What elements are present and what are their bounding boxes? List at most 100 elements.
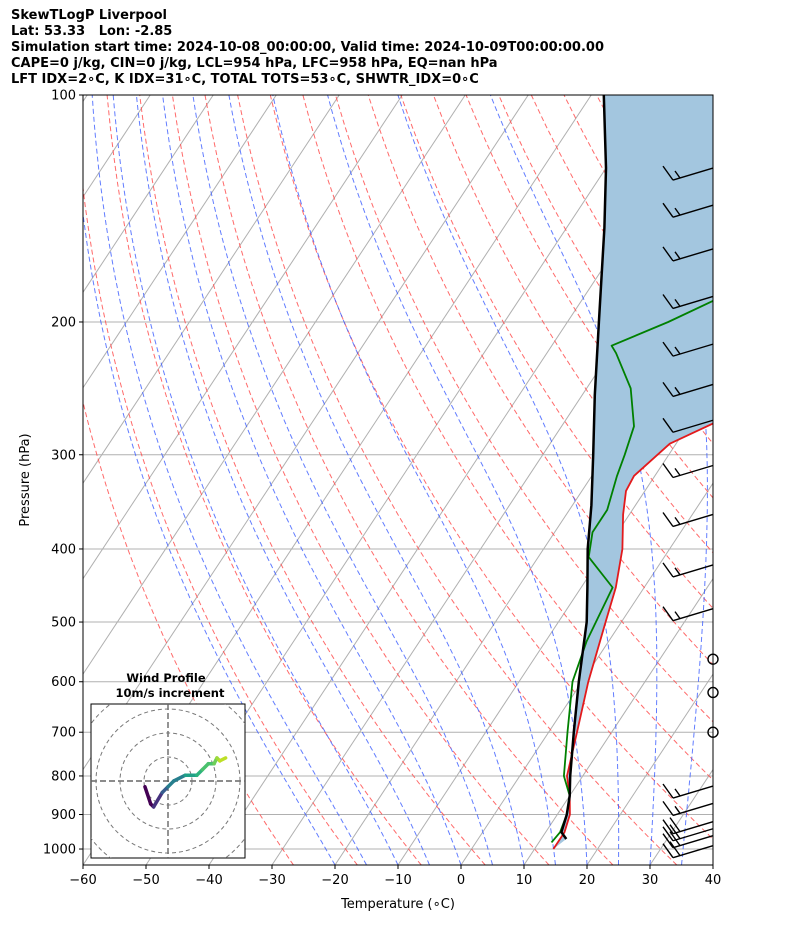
cape-cin-fill — [553, 95, 713, 849]
isotherm-line — [523, 577, 713, 865]
wind-barb-calm — [707, 653, 719, 665]
x-tick-label: −60 — [69, 873, 96, 888]
moist-adiabat — [397, 95, 620, 865]
y-tick-label: 600 — [51, 675, 76, 690]
header-times: Simulation start time: 2024-10-08_00:00:… — [11, 40, 604, 55]
x-tick-label: 30 — [642, 873, 659, 888]
y-tick-label: 100 — [51, 89, 76, 104]
x-tick-label: 40 — [705, 873, 722, 888]
wind-barb — [662, 512, 714, 528]
parcel-profile-line — [560, 95, 608, 840]
y-tick-label: 500 — [51, 616, 76, 631]
wind-barb — [662, 831, 714, 849]
moist-adiabat — [91, 95, 367, 865]
wind-barb — [662, 202, 714, 218]
y-axis-label: Pressure (hPa) — [18, 433, 33, 526]
dry-adiabat — [335, 95, 713, 723]
y-tick-label: 800 — [51, 769, 76, 784]
dry-adiabat — [269, 95, 713, 840]
x-tick-label: −50 — [132, 873, 159, 888]
isotherm-line — [83, 95, 340, 485]
wind-barb-calm — [707, 726, 719, 738]
isotherm-line — [712, 864, 713, 865]
x-tick-label: −20 — [321, 873, 348, 888]
hodograph-segment — [218, 756, 228, 763]
wind-barb — [662, 606, 714, 622]
dewpoint-line — [550, 299, 713, 843]
profile-lines — [550, 95, 713, 850]
wind-barb — [662, 417, 714, 433]
header-indices: CAPE=0 j/kg, CIN=0 j/kg, LCL=954 hPa, LF… — [11, 56, 498, 71]
dry-adiabat — [367, 95, 713, 666]
header-location: Lat: 53.33 Lon: -2.85 — [11, 24, 173, 39]
isotherm-line — [83, 95, 214, 294]
dry-adiabat — [760, 95, 794, 865]
wind-barb — [662, 841, 714, 859]
wind-barb — [662, 800, 714, 817]
moist-adiabat — [192, 95, 493, 865]
hodograph-inset: Wind Profile 10m/s increment — [90, 671, 246, 859]
wind-barbs — [662, 165, 719, 859]
hodograph-ring — [119, 732, 217, 830]
wind-barb — [662, 165, 714, 181]
wind-barb — [662, 824, 714, 842]
isotherm-line — [83, 95, 466, 676]
moist-adiabat — [272, 95, 556, 865]
isotherm-line — [776, 95, 794, 865]
axis-ticks: −60 −50 −40 −30 −20 −10 0 10 20 30 40 100 200 300 400 5… — [43, 89, 721, 889]
hodograph-segment — [151, 790, 164, 809]
y-tick-label: 700 — [51, 726, 76, 741]
y-tick-label: 900 — [51, 808, 76, 823]
hodograph-segment — [143, 785, 153, 806]
dry-adiabat — [400, 95, 713, 610]
isotherm-line — [83, 95, 277, 389]
header-title: SkewTLogP Liverpool — [11, 8, 167, 23]
x-tick-label: 20 — [579, 873, 596, 888]
dry-adiabat — [237, 95, 678, 865]
x-tick-label: 10 — [516, 873, 533, 888]
hodograph-ring — [143, 756, 193, 806]
isotherm-line — [334, 291, 713, 865]
wind-barb — [662, 341, 714, 357]
hodograph-plot — [91, 704, 245, 858]
dry-adiabat — [106, 95, 422, 865]
dry-adiabat — [83, 400, 294, 865]
hodograph-title: Wind Profile — [126, 671, 206, 685]
y-tick-label: 400 — [51, 542, 76, 557]
hodograph-ring — [95, 708, 241, 854]
x-tick-label: −10 — [384, 873, 411, 888]
wind-barb — [662, 817, 714, 835]
isotherm-line — [83, 95, 88, 103]
dry-adiabat — [302, 95, 713, 781]
x-tick-label: −30 — [258, 873, 285, 888]
moist-adiabat — [162, 95, 462, 865]
isotherm-line — [83, 95, 403, 580]
x-axis-label: Temperature (∘C) — [340, 897, 455, 912]
header-stability: LFT IDX=2∘C, K IDX=31∘C, TOTAL TOTS=53∘C… — [11, 72, 479, 87]
wind-barb — [662, 783, 714, 799]
wind-barb — [662, 463, 714, 479]
y-tick-label: 300 — [51, 448, 76, 463]
dry-adiabat — [83, 184, 358, 865]
moist-adiabat — [83, 210, 336, 865]
wind-barb — [662, 294, 714, 310]
dry-adiabat — [171, 95, 550, 865]
hodograph-segment — [172, 773, 188, 783]
isotherm-line — [460, 482, 713, 865]
moist-adiabat — [712, 861, 713, 865]
moist-adiabat — [135, 95, 430, 865]
isotherm-line — [586, 673, 713, 865]
wind-barb-calm — [707, 686, 719, 699]
x-tick-label: −40 — [195, 873, 222, 888]
cape-cin-area — [553, 95, 713, 849]
wind-barb — [662, 562, 714, 578]
figure-header: SkewTLogP Liverpool Lat: 53.33 Lon: -2.8… — [11, 8, 604, 88]
wind-barb — [662, 381, 714, 398]
y-tick-label: 1000 — [43, 843, 76, 858]
dry-adiabat — [139, 95, 486, 865]
hodograph-subtitle: 10m/s increment — [116, 686, 225, 700]
dry-adiabat — [204, 95, 614, 865]
dry-adiabat — [727, 95, 794, 865]
y-tick-label: 200 — [51, 315, 76, 330]
